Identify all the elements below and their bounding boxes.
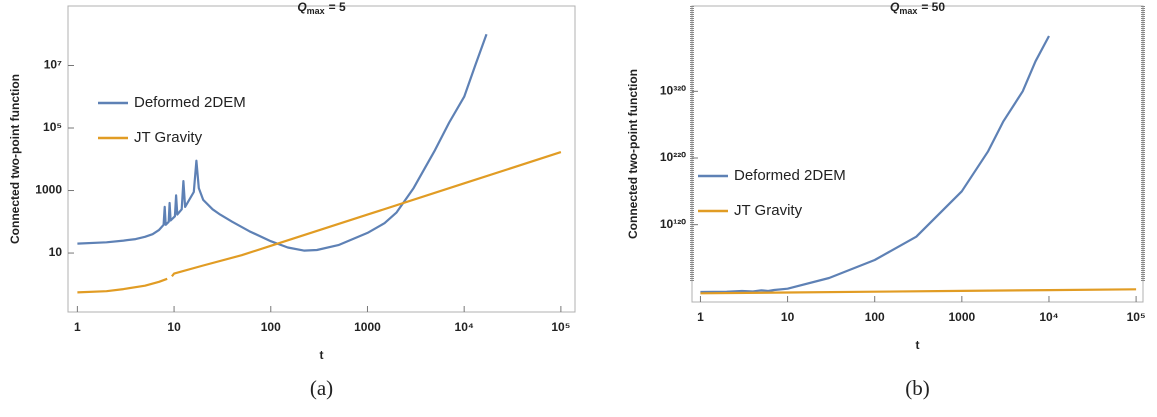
title-subscript: max bbox=[899, 6, 917, 16]
legend-label: JT Gravity bbox=[134, 129, 203, 146]
x-tick-label: 100 bbox=[865, 310, 885, 324]
x-tick-label: 1 bbox=[74, 320, 81, 334]
plot-frame bbox=[691, 5, 1144, 303]
chart-title: Qmax = 50 bbox=[890, 0, 945, 16]
x-tick-label: 1 bbox=[697, 310, 704, 324]
x-tick-label: 10⁵ bbox=[551, 320, 570, 334]
y-tick-label: 10 bbox=[49, 245, 63, 259]
plot-frame bbox=[67, 5, 576, 313]
x-tick-label: 1000 bbox=[354, 320, 381, 334]
title-text: = 5 bbox=[329, 0, 346, 14]
x-tick-label: 100 bbox=[261, 320, 281, 334]
title-symbol: Q bbox=[890, 0, 900, 14]
y-axis-label: Connected two-point function bbox=[626, 69, 640, 239]
y-axis-label: Connected two-point function bbox=[8, 74, 22, 244]
x-tick-label: 10 bbox=[167, 320, 181, 334]
y-tick-label: 10³²⁰ bbox=[660, 84, 686, 98]
chart-title: Qmax = 5 bbox=[297, 0, 346, 16]
x-axis-label: t bbox=[916, 338, 920, 352]
legend-label: Deformed 2DEM bbox=[734, 167, 846, 184]
x-tick-label: 10⁴ bbox=[1039, 310, 1058, 324]
series-line bbox=[700, 288, 1137, 295]
y-tick-label: 10⁵ bbox=[43, 120, 62, 134]
x-tick-label: 10⁴ bbox=[455, 320, 474, 334]
series-line bbox=[700, 35, 1050, 294]
y-tick-label: 10²²⁰ bbox=[660, 150, 686, 164]
title-subscript: max bbox=[307, 6, 325, 16]
y-tick-label: 10¹²⁰ bbox=[660, 217, 686, 231]
title-text: = 50 bbox=[921, 0, 945, 14]
series-line bbox=[77, 33, 488, 252]
y-tick-label: 10⁷ bbox=[44, 58, 62, 72]
caption: (b) bbox=[905, 376, 930, 400]
y-tick-label: 1000 bbox=[35, 183, 62, 197]
x-tick-label: 10 bbox=[781, 310, 795, 324]
legend-label: JT Gravity bbox=[734, 202, 803, 219]
caption: (a) bbox=[310, 376, 333, 400]
legend-label: Deformed 2DEM bbox=[134, 94, 246, 111]
x-tick-label: 1000 bbox=[948, 310, 975, 324]
series-line bbox=[77, 151, 562, 294]
title-symbol: Q bbox=[297, 0, 307, 14]
x-tick-label: 10⁵ bbox=[1127, 310, 1146, 324]
x-axis-label: t bbox=[320, 348, 324, 362]
